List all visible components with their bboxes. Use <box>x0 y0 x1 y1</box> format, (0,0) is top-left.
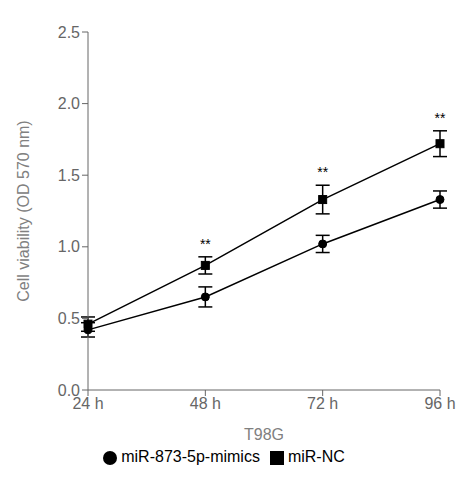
svg-text:48 h: 48 h <box>190 395 221 412</box>
svg-text:72 h: 72 h <box>307 395 338 412</box>
svg-text:24 h: 24 h <box>72 395 104 413</box>
svg-text:96 h: 96 h <box>424 395 455 412</box>
svg-text:**: ** <box>317 164 328 180</box>
html-text:miR-873-5p-mimics: miR-873-5p-mimics <box>121 448 260 465</box>
svg-text:1.5: 1.5 <box>58 167 80 184</box>
svg-text:2.5: 2.5 <box>58 24 80 41</box>
svg-text:T98G: T98G <box>244 426 284 443</box>
svg-text:1.0: 1.0 <box>58 238 80 255</box>
html-text:miR-NC: miR-NC <box>287 448 345 465</box>
svg-text:Cell viability (OD 570 nm): Cell viability (OD 570 nm) <box>15 120 32 301</box>
svg-text:2.0: 2.0 <box>58 95 80 112</box>
svg-text:**: ** <box>200 236 211 252</box>
svg-text:0.5: 0.5 <box>58 310 80 327</box>
svg-text:0.0: 0.0 <box>58 382 80 399</box>
svg-text:**: ** <box>435 110 446 126</box>
